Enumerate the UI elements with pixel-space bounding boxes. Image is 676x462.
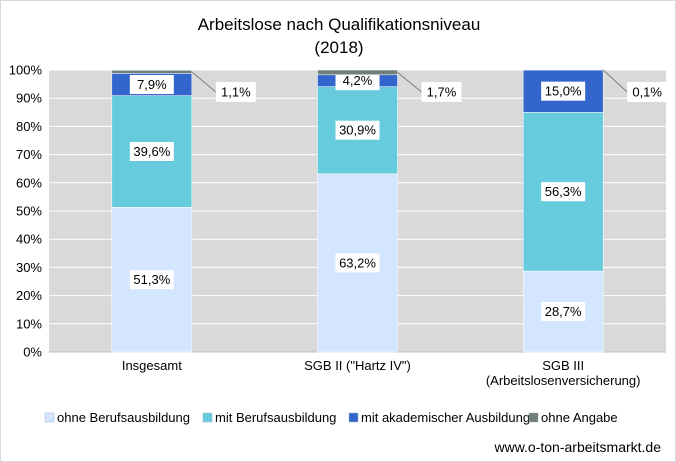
callout-leader <box>191 71 217 93</box>
data-label-box <box>335 253 380 273</box>
data-label: 51,3% <box>133 272 170 287</box>
legend-swatch <box>44 412 55 423</box>
data-label: 4,2% <box>343 73 373 88</box>
y-tick-label: 20% <box>16 288 42 303</box>
y-tick-label: 10% <box>16 316 42 331</box>
data-label-box <box>421 82 462 102</box>
chart-subtitle: (2018) <box>314 38 363 57</box>
data-label: 56,3% <box>545 184 582 199</box>
data-label: 30,9% <box>339 123 376 138</box>
legend-swatch <box>202 412 213 423</box>
bar-segment <box>317 69 398 76</box>
x-tick-label: Insgesamt <box>122 358 182 373</box>
legend-item: mit Berufsausbildung <box>202 410 336 425</box>
legend-swatch <box>348 412 359 423</box>
data-label-box <box>541 81 586 101</box>
data-label-box <box>129 141 174 161</box>
data-label: 15,0% <box>545 84 582 99</box>
data-label: 1,1% <box>221 85 251 100</box>
y-tick-label: 80% <box>16 119 42 134</box>
data-label-box <box>129 75 174 95</box>
legend-swatch <box>528 412 539 423</box>
plot-area: 0% 10% 20% 30% 40% 50% 60% 70% 80% 90% 100% 51,3% 39… <box>9 63 668 425</box>
y-tick-label: 60% <box>16 175 42 190</box>
y-tick-label: 40% <box>16 232 42 247</box>
source-text: www.o-ton-arbeitsmarkt.de <box>493 439 661 455</box>
data-label: 0,1% <box>632 85 662 100</box>
data-label: 39,6% <box>133 144 170 159</box>
data-label: 7,9% <box>137 77 167 92</box>
legend-label: mit akademischer Ausbildung <box>361 410 530 425</box>
y-tick-label: 50% <box>16 204 42 219</box>
x-tick-label: SGB III <box>542 358 584 373</box>
legend-item: ohne Berufsausbildung <box>44 410 190 425</box>
legend-label: mit Berufsausbildung <box>215 410 336 425</box>
legend-label: ohne Angabe <box>541 410 618 425</box>
chart-title: Arbeitslose nach Qualifikationsniveau <box>198 15 481 34</box>
data-label-box <box>627 82 668 102</box>
callout-leader <box>397 72 422 93</box>
data-label-box <box>215 82 256 102</box>
callout-leader <box>602 69 628 93</box>
x-tick-label: (Arbeitslosenversicherung) <box>486 373 641 388</box>
data-label-box <box>129 270 174 290</box>
legend-item: ohne Angabe <box>528 410 618 425</box>
data-label: 28,7% <box>545 304 582 319</box>
y-tick-label: 30% <box>16 260 42 275</box>
y-tick-label: 100% <box>9 63 43 78</box>
bar-segment <box>111 70 193 74</box>
data-label-box <box>541 182 586 202</box>
y-tick-label: 90% <box>16 91 42 106</box>
data-label: 1,7% <box>427 85 457 100</box>
x-tick-label: SGB II ("Hartz IV") <box>304 358 411 373</box>
legend-item: mit akademischer Ausbildung <box>348 410 530 425</box>
y-tick-label: 70% <box>16 147 42 162</box>
data-label-box <box>541 302 586 322</box>
data-label-box <box>335 71 380 91</box>
data-label: 63,2% <box>339 255 376 270</box>
y-tick-label: 0% <box>23 345 42 360</box>
legend: ohne Berufsausbildung mit Berufsausbildun… <box>44 410 618 425</box>
data-label-box <box>335 120 380 140</box>
legend-label: ohne Berufsausbildung <box>57 410 190 425</box>
